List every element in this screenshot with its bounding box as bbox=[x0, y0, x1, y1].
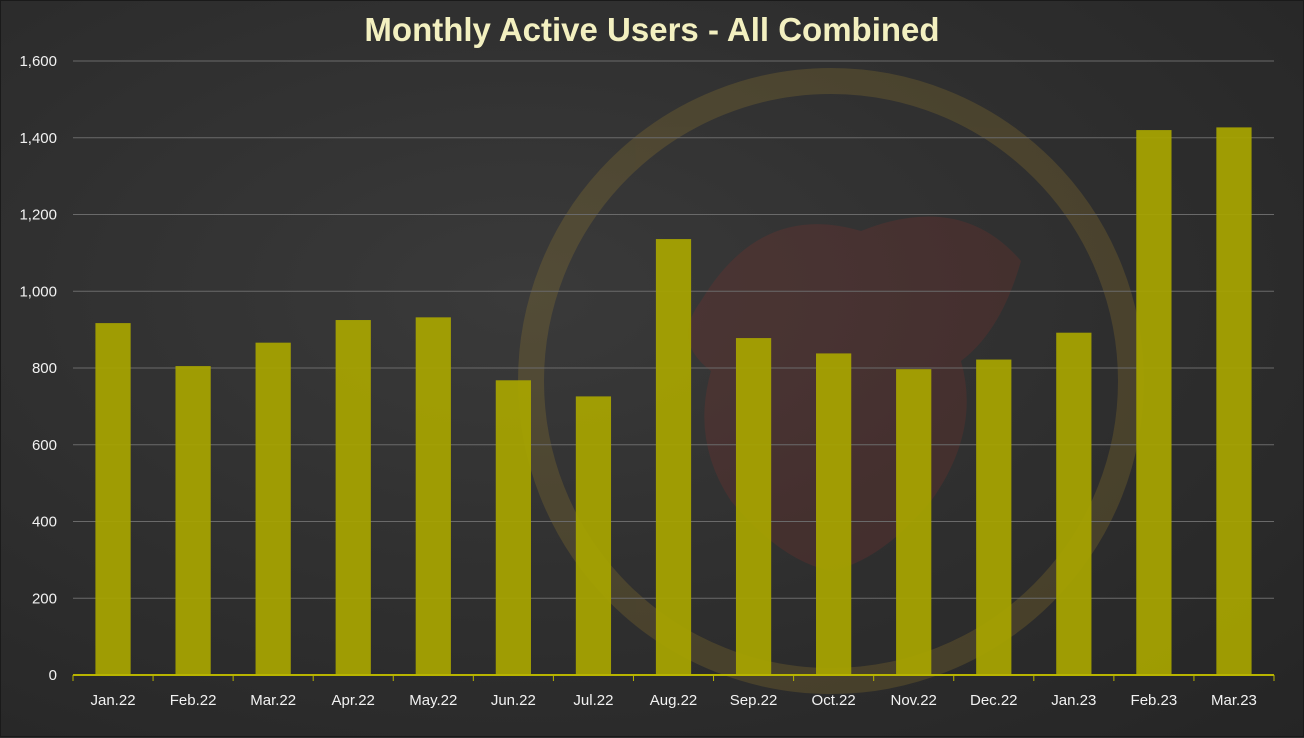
x-tick-label: Jan.22 bbox=[91, 692, 136, 709]
bar-jun-22 bbox=[495, 380, 531, 675]
bar-mar-22 bbox=[255, 342, 291, 675]
y-tick-label: 600 bbox=[32, 437, 57, 454]
bar-jan-23 bbox=[1056, 332, 1092, 675]
bar-dec-22 bbox=[976, 359, 1012, 675]
x-tick-label: Dec.22 bbox=[970, 692, 1018, 709]
bar-feb-23 bbox=[1136, 130, 1172, 675]
x-tick-label: Jul.22 bbox=[573, 692, 613, 709]
bar-mar-23 bbox=[1216, 127, 1252, 676]
y-tick-label: 1,000 bbox=[19, 283, 57, 300]
x-tick-label: Jan.23 bbox=[1051, 692, 1096, 709]
x-tick-label: Mar.23 bbox=[1211, 692, 1257, 709]
bar-oct-22 bbox=[816, 353, 852, 675]
bar-sep-22 bbox=[735, 338, 772, 675]
x-tick-label: Mar.22 bbox=[250, 692, 296, 709]
bar-nov-22 bbox=[896, 369, 932, 675]
bar-feb-22 bbox=[175, 366, 211, 675]
y-tick-label: 0 bbox=[49, 667, 57, 684]
watermark-emblem bbox=[518, 68, 1144, 694]
x-tick-label: Nov.22 bbox=[890, 692, 936, 709]
chart-title: Monthly Active Users - All Combined bbox=[364, 11, 940, 48]
bar-apr-22 bbox=[335, 320, 371, 675]
x-tick-label: May.22 bbox=[409, 692, 457, 709]
y-tick-label: 1,400 bbox=[19, 130, 57, 147]
y-tick-label: 1,600 bbox=[19, 53, 57, 70]
bar-jan-22 bbox=[95, 323, 131, 675]
y-tick-label: 1,200 bbox=[19, 207, 57, 224]
bar-jul-22 bbox=[575, 396, 612, 675]
x-tick-label: Oct.22 bbox=[812, 692, 856, 709]
y-tick-label: 400 bbox=[32, 514, 57, 531]
bar-may-22 bbox=[415, 317, 451, 675]
x-tick-label: Feb.22 bbox=[170, 692, 217, 709]
y-tick-label: 200 bbox=[32, 590, 57, 607]
y-tick-label: 800 bbox=[32, 360, 57, 377]
x-tick-label: Apr.22 bbox=[332, 692, 375, 709]
x-tick-label: Feb.23 bbox=[1131, 692, 1178, 709]
x-tick-label: Sep.22 bbox=[730, 692, 778, 709]
bar-aug-22 bbox=[655, 239, 692, 675]
x-tick-label: Jun.22 bbox=[491, 692, 536, 709]
x-tick-label: Aug.22 bbox=[650, 692, 698, 709]
